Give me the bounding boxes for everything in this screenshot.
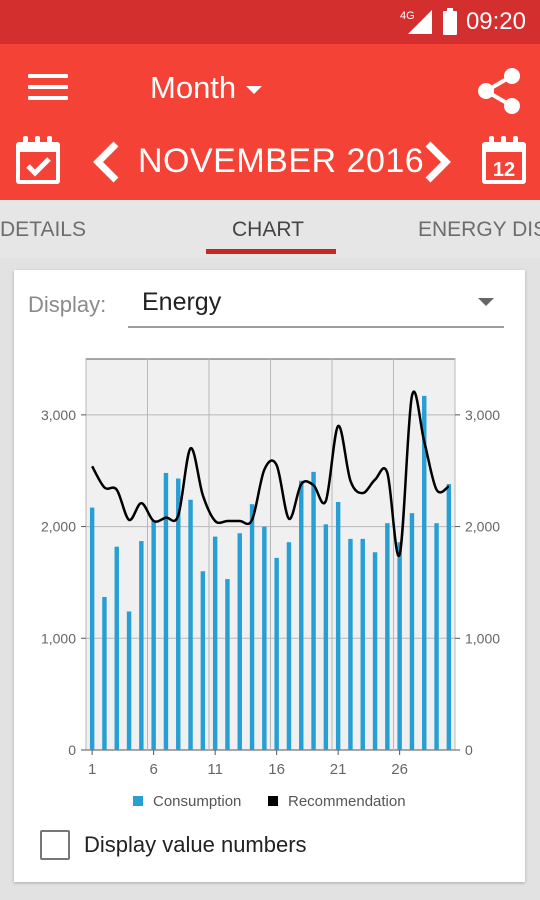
consumption-bar — [212, 536, 218, 750]
consumption-bar — [163, 472, 169, 750]
consumption-bar — [225, 579, 230, 750]
y-tick-label-right: 1,000 — [465, 630, 500, 646]
consumption-bar — [434, 523, 439, 750]
x-tick-label: 11 — [207, 761, 223, 778]
consumption-bar — [311, 471, 316, 750]
consumption-bar — [237, 533, 242, 750]
consumption-bar — [409, 513, 415, 750]
network-type-label: 4G — [400, 10, 415, 22]
consumption-bar — [188, 499, 193, 750]
consumption-bar — [274, 557, 279, 750]
status-time: 09:20 — [465, 8, 526, 35]
display-label: Display: — [28, 292, 107, 317]
status-bar: 4G 09:20 — [0, 0, 540, 44]
y-tick-label-right: 3,000 — [465, 407, 500, 423]
y-tick-label: 3,000 — [41, 407, 76, 423]
share-icon[interactable] — [474, 66, 524, 116]
consumption-bar — [335, 501, 341, 750]
display-values-toggle[interactable]: Display value numbers — [40, 830, 307, 860]
dropdown-arrow-icon — [478, 298, 494, 306]
month-title: NOVEMBER 2016 — [138, 142, 425, 180]
period-selector[interactable]: Month — [150, 70, 263, 106]
consumption-bar — [360, 538, 365, 750]
legend-swatch-recommendation — [268, 796, 278, 806]
y-tick-label: 0 — [68, 742, 76, 758]
y-tick-label: 1,000 — [41, 630, 76, 646]
tab-bar: DETAILS CHART ENERGY DIS — [0, 200, 540, 258]
consumption-bar — [249, 504, 255, 750]
y-tick-label-right: 0 — [465, 742, 473, 758]
y-tick-label-right: 2,000 — [465, 519, 500, 535]
consumption-bar — [262, 526, 267, 750]
display-dropdown[interactable]: Energy — [128, 284, 504, 328]
previous-month-button[interactable] — [88, 140, 128, 184]
next-month-button[interactable] — [416, 140, 456, 184]
consumption-bar — [102, 596, 107, 750]
signal-icon: 4G — [400, 10, 432, 34]
legend-label-recommendation: Recommendation — [288, 793, 406, 810]
consumption-bar — [139, 541, 144, 750]
consumption-bar — [176, 478, 181, 750]
app-toolbar: Month NOVEMBER 2016 12 — [0, 44, 540, 200]
tab-energy[interactable]: ENERGY DIS — [418, 218, 540, 241]
consumption-bar — [397, 542, 402, 750]
x-tick-label: 6 — [149, 761, 157, 778]
chevron-down-icon — [246, 86, 263, 94]
consumption-bar — [299, 480, 304, 750]
display-values-label: Display value numbers — [84, 832, 307, 857]
chart-card: Display: Energy 0 0 1,000 1,000 2,000 2,000 3,… — [14, 270, 525, 882]
calendar-day-number: 12 — [493, 159, 515, 181]
menu-icon[interactable] — [28, 74, 68, 108]
consumption-bar — [126, 611, 132, 750]
active-tab-indicator — [206, 249, 336, 254]
legend-label-consumption: Consumption — [153, 793, 241, 810]
display-values-checkbox[interactable] — [40, 830, 70, 860]
tab-details[interactable]: DETAILS — [0, 218, 86, 241]
consumption-bar — [114, 546, 119, 750]
consumption-bar — [422, 395, 427, 750]
consumption-bar — [323, 524, 329, 750]
consumption-bar — [385, 523, 390, 750]
battery-icon — [442, 8, 457, 35]
consumption-bar — [151, 520, 156, 750]
legend-swatch-consumption — [133, 796, 143, 806]
consumption-bar — [286, 542, 292, 750]
consumption-bar — [89, 507, 95, 750]
calendar-check-icon[interactable] — [14, 134, 62, 186]
period-label: Month — [150, 70, 237, 105]
x-tick-label: 1 — [88, 761, 96, 778]
x-tick-label: 16 — [268, 761, 285, 778]
tab-chart[interactable]: CHART — [232, 218, 304, 241]
consumption-bar — [200, 571, 206, 750]
recommendation-line — [91, 390, 450, 558]
calendar-today-icon[interactable]: 12 — [480, 134, 528, 186]
consumption-bar — [372, 552, 378, 750]
x-tick-label: 21 — [330, 761, 347, 778]
display-value: Energy — [142, 288, 222, 316]
consumption-bar — [446, 484, 452, 750]
x-tick-label: 26 — [391, 761, 408, 778]
consumption-bar — [348, 538, 353, 750]
y-tick-label: 2,000 — [41, 519, 76, 535]
